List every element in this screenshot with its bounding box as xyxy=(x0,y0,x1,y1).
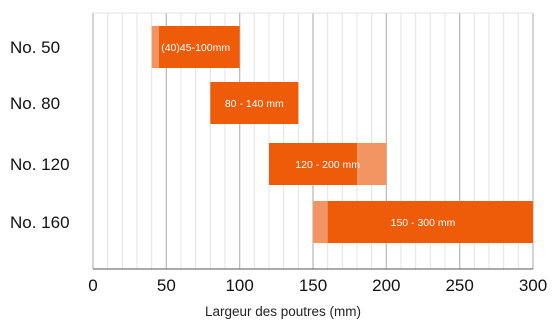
bar-group: (40)45-100mm xyxy=(151,26,240,68)
x-tick-labels: 0 50 100 150 200 250 300 xyxy=(88,276,547,295)
bar xyxy=(269,143,357,185)
x-axis-title: Largeur des poutres (mm) xyxy=(205,304,361,319)
bar-data-label: (40)45-100mm xyxy=(161,42,230,54)
bar-group: 80 - 140 mm xyxy=(210,82,299,124)
bar-extension xyxy=(357,143,387,185)
x-tick-label: 100 xyxy=(225,276,253,295)
bar-extension xyxy=(151,26,159,68)
x-tick-label: 200 xyxy=(372,276,400,295)
bar xyxy=(210,82,299,124)
category-label: No. 80 xyxy=(10,94,60,113)
x-tick-label: 300 xyxy=(519,276,547,295)
category-label: No. 50 xyxy=(10,38,60,57)
bar xyxy=(159,26,240,68)
category-labels: No. 50 No. 80 No. 120 No. 160 xyxy=(10,38,70,232)
bar-data-label: 150 - 300 mm xyxy=(391,217,456,229)
bar-group: 120 - 200 mm xyxy=(269,143,387,185)
bar-data-label: 80 - 140 mm xyxy=(225,98,284,110)
bar xyxy=(327,201,533,243)
bar-data-label: 120 - 200 mm xyxy=(295,159,360,171)
bar-extension xyxy=(313,201,328,243)
x-tick-label: 250 xyxy=(445,276,473,295)
category-label: No. 160 xyxy=(10,213,70,232)
x-tick-label: 150 xyxy=(299,276,327,295)
category-label: No. 120 xyxy=(10,155,70,174)
bar-group: 150 - 300 mm xyxy=(313,201,533,243)
bars: (40)45-100mm 80 - 140 mm 120 - 200 mm 150 -… xyxy=(151,26,533,243)
x-tick-label: 50 xyxy=(157,276,176,295)
x-tick-label: 0 xyxy=(88,276,97,295)
